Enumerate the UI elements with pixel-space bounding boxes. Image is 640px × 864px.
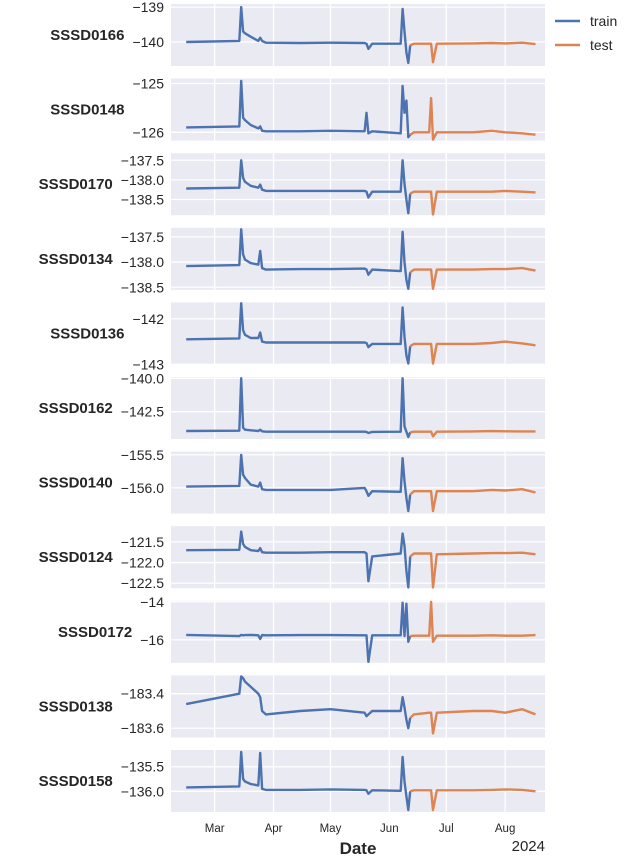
y-tick-label: −156.0 (121, 480, 164, 496)
y-tick-label: −126 (132, 124, 164, 140)
y-tick-label: −140 (132, 34, 164, 50)
y-tick-label: −137.5 (121, 152, 164, 168)
panel-background (171, 377, 545, 439)
train-series-line (186, 5, 412, 65)
test-series-line (410, 600, 536, 643)
panel-ylabel: SSSD0136 (50, 325, 124, 342)
panel-ylabel: SSSD0170 (39, 176, 113, 193)
x-tick-label: May (320, 823, 342, 835)
y-tick-label: −143 (132, 356, 164, 372)
train-series-line (186, 302, 412, 365)
panel-background (171, 153, 545, 216)
panel-ylabel: SSSD0134 (39, 251, 114, 268)
x-tick-label: Apr (265, 823, 283, 835)
test-series-line (409, 41, 536, 64)
panel-ylabel: SSSD0158 (39, 773, 113, 790)
test-series-line (410, 429, 536, 438)
panel-ylabel: SSSD0166 (50, 27, 124, 44)
train-series-line (186, 159, 412, 215)
y-tick-label: −183.6 (121, 720, 164, 736)
test-series-line (409, 788, 536, 812)
panel-ylabel: SSSD0172 (58, 624, 132, 641)
panel-background (171, 600, 545, 663)
y-tick-label: −138.5 (121, 279, 164, 295)
y-tick-label: −138.0 (121, 254, 164, 270)
panel-background (171, 451, 545, 514)
panel-background (171, 750, 545, 812)
panel-background (171, 4, 545, 66)
x-tick-label: Aug (495, 823, 515, 835)
y-tick-label: −137.5 (121, 229, 164, 245)
y-tick-label: −140.0 (121, 370, 164, 386)
test-series-line (409, 708, 536, 735)
panel-background (171, 675, 545, 738)
x-tick-label: Jul (439, 823, 454, 835)
train-series-line (186, 79, 412, 139)
test-series-line (409, 340, 536, 365)
x-tick-label: Mar (205, 823, 225, 835)
train-series-line (186, 530, 412, 589)
test-series-line (409, 266, 536, 290)
x-axis-year-offset: 2024 (512, 838, 545, 855)
x-axis-label: Date (340, 839, 377, 858)
y-tick-label: −16 (140, 632, 164, 648)
train-series-line (186, 601, 412, 663)
panel-background (171, 227, 545, 290)
panel-ylabel: SSSD0162 (39, 400, 113, 417)
panel-background (171, 302, 545, 365)
panel-ylabel: SSSD0124 (39, 549, 114, 566)
test-series-line (409, 551, 536, 589)
panel-ylabel: SSSD0140 (39, 475, 113, 492)
y-tick-label: −135.5 (121, 759, 164, 775)
x-tick-label: Jun (380, 823, 399, 835)
y-tick-label: −183.4 (121, 686, 164, 702)
y-tick-label: −14 (140, 594, 164, 610)
panel-ylabel: SSSD0148 (50, 102, 124, 119)
train-series-line (186, 377, 412, 439)
y-tick-label: −125 (132, 75, 164, 91)
test-series-line (409, 189, 536, 216)
y-tick-label: −139 (132, 0, 164, 15)
y-tick-label: −136.0 (121, 783, 164, 799)
y-tick-label: −121.5 (121, 534, 164, 550)
y-tick-label: −138.0 (121, 172, 164, 188)
test-series-line (409, 488, 536, 513)
y-tick-label: −155.5 (121, 447, 164, 463)
y-tick-label: −122.0 (121, 555, 164, 571)
test-series-line (409, 96, 536, 141)
legend-train-label: train (590, 13, 617, 29)
y-tick-label: −142 (132, 311, 164, 327)
y-tick-label: −138.5 (121, 192, 164, 208)
panel-background (171, 526, 545, 589)
legend-test-label: test (590, 37, 613, 53)
panel-ylabel: SSSD0138 (39, 698, 113, 715)
y-tick-label: −122.5 (121, 575, 164, 591)
train-series-line (186, 750, 412, 812)
y-tick-label: −142.5 (121, 404, 164, 420)
train-series-line (186, 453, 412, 513)
train-series-line (186, 228, 412, 290)
train-series-line (185, 675, 412, 730)
